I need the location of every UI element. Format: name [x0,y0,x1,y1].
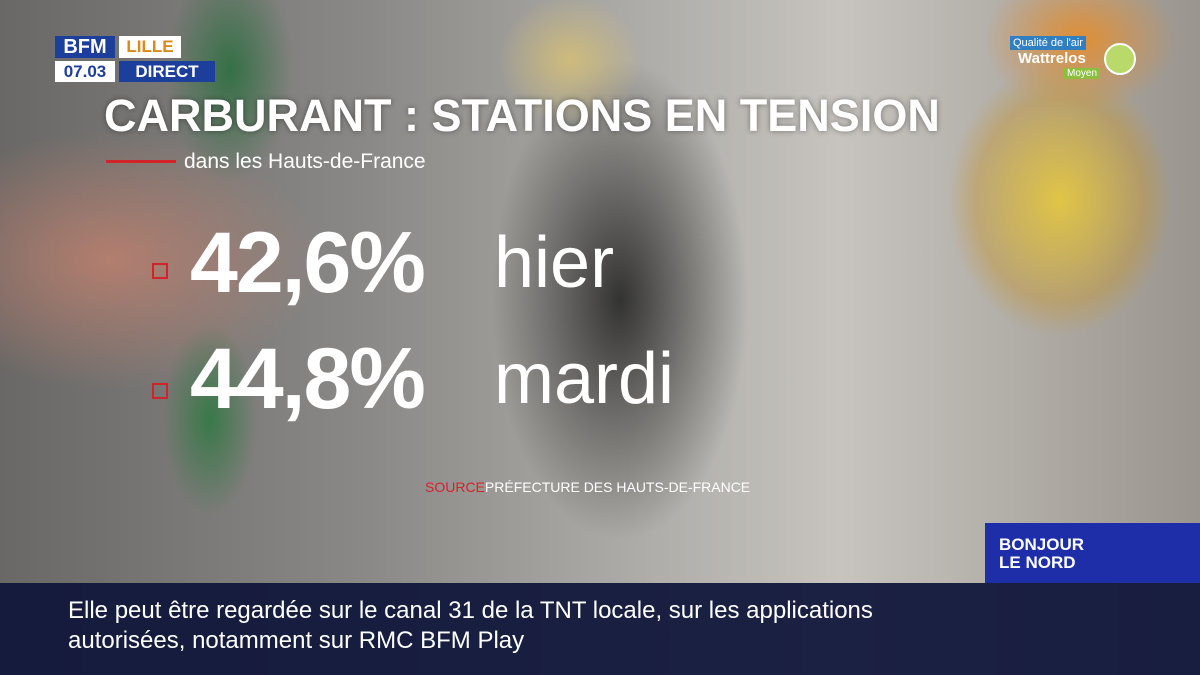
stat-label: mardi [494,339,675,419]
stat-value: 42,6% [190,215,426,311]
headline-subtitle: dans les Hauts-de-France [184,150,426,173]
headline-title: CARBURANT : STATIONS EN TENSION [104,90,940,141]
air-quality-label: Qualité de l'air [1010,36,1086,50]
live: DIRECT [119,61,215,82]
bullet [152,263,168,279]
show-line: LE NORD [999,553,1076,572]
accent-line [106,160,176,163]
air-quality-level: Moyen [1064,68,1101,79]
ticker: Elle peut être regardée sur le canal 31 … [0,583,1200,675]
show-badge: BONJOUR LE NORD [985,523,1200,583]
bullet [152,383,168,399]
air-quality-icon [1104,43,1136,75]
ticker-line: Elle peut être regardée sur le canal 31 … [68,597,873,624]
air-quality-city: Wattrelos [1018,50,1086,67]
brand: BFM [55,36,115,58]
show-line: BONJOUR [999,535,1085,554]
time: 07.03 [55,61,115,82]
stat-label: hier [494,223,615,303]
source-label: SOURCE [425,479,485,495]
stat-value: 44,8% [190,331,426,427]
region: LILLE [119,36,181,58]
source-text: PRÉFECTURE DES HAUTS-DE-FRANCE [484,479,751,495]
ticker-line: autorisées, notamment sur RMC BFM Play [68,627,525,654]
